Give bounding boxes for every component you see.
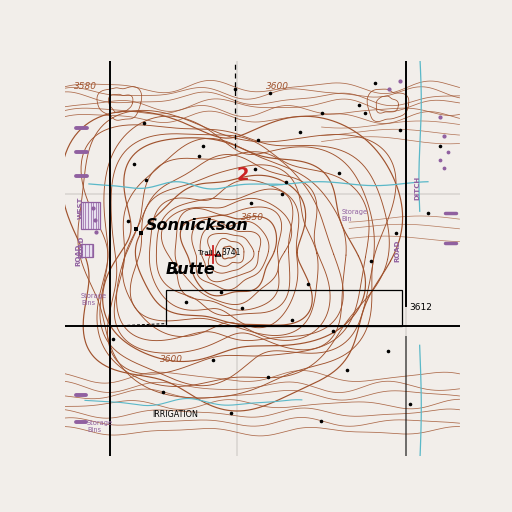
Point	[436, 113, 444, 121]
Bar	[81, 244, 93, 257]
Point	[89, 204, 97, 212]
Point	[424, 209, 432, 217]
Point	[335, 168, 344, 177]
Point	[264, 373, 272, 381]
Point	[91, 216, 99, 224]
Point	[109, 335, 117, 344]
Point	[238, 304, 246, 312]
Text: 3741: 3741	[222, 248, 241, 258]
Point	[130, 160, 138, 168]
Text: 3650: 3650	[241, 213, 264, 222]
Point	[395, 77, 403, 86]
Point	[288, 315, 296, 324]
Text: Storage
Bins: Storage Bins	[87, 420, 113, 433]
Point	[254, 136, 263, 144]
Point	[436, 142, 444, 151]
Text: Trail: Trail	[198, 250, 213, 257]
Bar	[81, 202, 100, 229]
Point	[142, 176, 150, 184]
Point	[296, 129, 304, 137]
Text: Storage
Bins: Storage Bins	[81, 293, 107, 307]
Point	[355, 101, 363, 109]
Point	[440, 132, 448, 140]
Point	[217, 288, 225, 296]
Point	[278, 189, 286, 198]
Point	[367, 257, 375, 265]
Bar	[139, 231, 142, 235]
Point	[304, 280, 312, 288]
Text: WEST: WEST	[78, 196, 84, 219]
Bar	[166, 290, 402, 326]
Point	[92, 228, 100, 236]
Point	[440, 164, 448, 172]
Point	[396, 126, 404, 135]
Text: Butte: Butte	[166, 262, 216, 278]
Text: IRRIGATION: IRRIGATION	[152, 410, 198, 419]
Point	[392, 229, 400, 237]
Point	[329, 327, 337, 335]
Point	[195, 152, 203, 160]
Point	[316, 417, 325, 425]
Point	[436, 156, 444, 164]
Text: 3580: 3580	[74, 82, 97, 91]
Text: Storage
Bin: Storage Bin	[341, 209, 368, 222]
Point	[231, 85, 239, 93]
Text: 3612: 3612	[409, 303, 432, 312]
Point	[385, 85, 393, 93]
Point	[140, 118, 148, 126]
Text: ROAD: ROAD	[395, 240, 400, 262]
Point	[317, 109, 326, 117]
Point	[209, 356, 217, 365]
Text: ROAD: ROAD	[76, 243, 82, 266]
Point	[172, 268, 180, 276]
Point	[250, 164, 259, 173]
Point	[343, 366, 351, 374]
Point	[159, 388, 167, 396]
Point	[246, 199, 254, 207]
Point	[199, 142, 207, 151]
Point	[406, 400, 414, 409]
Text: DITCH: DITCH	[414, 176, 420, 200]
Point	[123, 217, 132, 225]
Text: Sonnickson: Sonnickson	[146, 218, 249, 233]
Point	[371, 79, 379, 87]
Point	[282, 178, 290, 186]
Bar	[134, 227, 138, 231]
Point	[181, 298, 189, 306]
Text: 3600: 3600	[160, 355, 183, 364]
Text: 2: 2	[237, 166, 249, 184]
Point	[227, 409, 235, 417]
Text: 3600: 3600	[266, 82, 289, 91]
Point	[361, 109, 369, 117]
Point	[443, 148, 452, 156]
Point	[266, 89, 274, 97]
Point	[383, 347, 392, 355]
Text: ROAD: ROAD	[78, 236, 84, 258]
